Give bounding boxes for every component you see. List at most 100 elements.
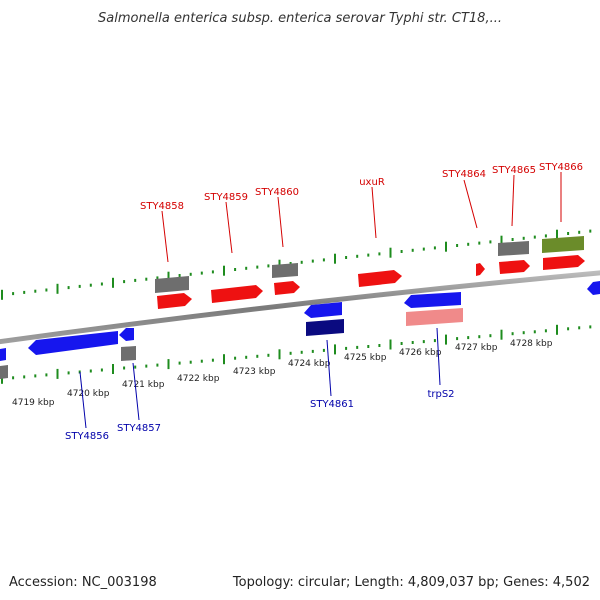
minor-tick <box>478 335 481 339</box>
gene-label-uxur[interactable]: uxuR <box>359 177 385 188</box>
minor-tick <box>156 276 159 280</box>
minor-tick <box>178 361 181 365</box>
gene-arrow-sty4860[interactable] <box>274 281 300 295</box>
gene-arrow-sty4866[interactable] <box>543 255 585 270</box>
gene-arrow-sty4859[interactable] <box>211 285 263 303</box>
minor-tick <box>123 366 126 370</box>
minor-tick <box>522 236 525 240</box>
tick-label: 4725 kbp <box>344 353 387 363</box>
minor-tick <box>234 356 237 360</box>
gene-label-trps2[interactable]: trpS2 <box>427 389 454 400</box>
major-tick <box>223 265 225 276</box>
minor-tick <box>322 258 325 262</box>
minor-tick <box>367 345 370 348</box>
minor-tick <box>189 360 192 364</box>
major-tick <box>500 235 503 246</box>
gene-arrow-trps2[interactable] <box>404 292 461 308</box>
major-tick <box>334 253 336 264</box>
major-tick <box>278 349 281 360</box>
minor-tick <box>345 346 348 350</box>
minor-tick <box>289 351 292 355</box>
minor-tick <box>211 358 214 362</box>
minor-tick <box>234 268 237 271</box>
minor-tick <box>467 336 470 340</box>
minor-tick <box>589 229 592 233</box>
tick-label: 4722 kbp <box>177 374 220 384</box>
feature-block[interactable] <box>0 365 8 379</box>
minor-tick <box>89 283 92 287</box>
minor-tick <box>567 327 570 331</box>
minor-tick <box>367 253 370 257</box>
minor-tick <box>267 353 270 357</box>
reverse-gene-row <box>0 281 600 361</box>
gene-arrow-sty4861[interactable] <box>304 302 342 318</box>
feature-block[interactable] <box>406 308 463 326</box>
forward-gene-row <box>157 255 585 309</box>
minor-tick <box>544 234 547 238</box>
minor-tick <box>300 350 303 354</box>
tick-label: 4719 kbp <box>12 398 55 408</box>
feature-block[interactable] <box>542 236 584 253</box>
major-tick <box>389 247 392 258</box>
minor-tick <box>289 262 292 265</box>
minor-tick <box>178 274 181 277</box>
major-tick <box>56 283 59 294</box>
topology-text: Topology: circular; Length: 4,809,037 bp… <box>232 575 590 590</box>
minor-tick <box>345 256 348 259</box>
major-tick <box>223 354 225 365</box>
minor-tick <box>123 280 126 284</box>
minor-tick <box>34 289 37 293</box>
feature-block[interactable] <box>121 346 136 361</box>
minor-tick <box>211 270 214 274</box>
gene-label-sty4861[interactable]: STY4861 <box>310 399 354 410</box>
major-tick <box>389 339 392 350</box>
gene-label-sty4866[interactable]: STY4866 <box>539 162 583 173</box>
major-tick <box>167 271 170 282</box>
minor-tick <box>78 284 81 288</box>
tick-label: 4728 kbp <box>510 339 553 349</box>
gene-arrow-sty4857[interactable] <box>119 328 134 341</box>
minor-tick <box>200 271 203 275</box>
minor-tick <box>45 373 48 377</box>
major-tick <box>445 241 447 252</box>
gene-label-sty4856[interactable]: STY4856 <box>65 431 109 442</box>
gene-label-sty4864[interactable]: STY4864 <box>442 169 486 180</box>
minor-tick <box>67 371 70 375</box>
gene-arrow-right-edge[interactable] <box>587 281 600 295</box>
gene-arrow-sty4858[interactable] <box>157 293 192 309</box>
major-tick <box>1 289 3 300</box>
minor-tick <box>422 340 425 344</box>
feature-blocks-upper <box>155 236 584 293</box>
gene-label-sty4860[interactable]: STY4860 <box>255 187 299 198</box>
minor-tick <box>578 230 581 234</box>
kbp-tick-labels: 4719 kbp 4720 kbp 4721 kbp 4722 kbp 4723… <box>12 339 553 408</box>
feature-block[interactable] <box>306 319 344 336</box>
minor-tick <box>400 342 403 345</box>
minor-tick <box>267 264 270 268</box>
genome-backbone <box>0 270 600 345</box>
minor-tick <box>356 345 359 349</box>
minor-tick <box>34 374 37 378</box>
gene-arrow-sty4856[interactable] <box>28 331 118 355</box>
gene-arrow-sty4864[interactable] <box>476 263 485 276</box>
tick-label: 4723 kbp <box>233 367 276 377</box>
minor-tick <box>12 376 15 380</box>
gene-label-sty4858[interactable]: STY4858 <box>140 201 184 212</box>
gene-arrow-sty4865[interactable] <box>499 260 530 274</box>
gene-arrow-left-edge[interactable] <box>0 348 6 361</box>
minor-tick <box>467 242 470 246</box>
minor-tick <box>245 355 248 359</box>
gene-arrow-uxur[interactable] <box>358 270 402 287</box>
feature-block[interactable] <box>272 263 298 278</box>
reverse-label-leaders <box>79 327 441 429</box>
minor-tick <box>311 259 314 263</box>
gene-label-sty4857[interactable]: STY4857 <box>117 423 161 434</box>
minor-tick <box>433 339 436 343</box>
minor-tick <box>45 288 48 292</box>
feature-block[interactable] <box>498 241 529 256</box>
feature-block[interactable] <box>155 276 189 293</box>
gene-label-sty4859[interactable]: STY4859 <box>204 192 248 203</box>
forward-label-leaders <box>161 172 562 263</box>
gene-label-sty4865[interactable]: STY4865 <box>492 165 536 176</box>
